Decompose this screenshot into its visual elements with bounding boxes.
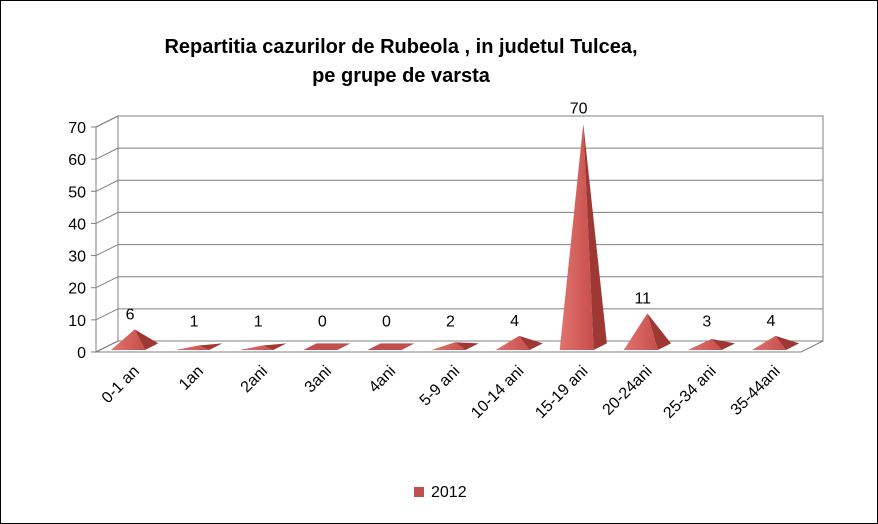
- y-tick-label: 20: [68, 281, 86, 298]
- legend-label: 2012: [431, 484, 467, 501]
- bar: [239, 343, 287, 350]
- bar: [303, 343, 351, 350]
- bar-front-face: [111, 329, 146, 350]
- bar-side-face: [583, 123, 607, 350]
- bar-side-face: [775, 335, 800, 350]
- x-tick-label: 3ani: [302, 363, 335, 396]
- x-tick-label: 5-9 ani: [417, 363, 464, 410]
- bar: [495, 335, 543, 350]
- y-tick-label: 40: [68, 216, 86, 233]
- x-tick-label: 4ani: [366, 363, 399, 396]
- bar-base: [367, 343, 415, 350]
- chart-title-line-1: Repartitia cazurilor de Rubeola , in jud…: [164, 36, 637, 58]
- data-label: 2: [446, 314, 455, 331]
- y-tick-label: 50: [68, 184, 86, 201]
- data-label: 4: [510, 313, 519, 330]
- y-tick-label: 30: [68, 249, 86, 266]
- bar-side-face: [455, 342, 479, 350]
- legend: 2012: [414, 484, 467, 501]
- x-tick-label: 35-44ani: [728, 363, 784, 419]
- data-label: 3: [702, 314, 711, 331]
- bar-side-face: [262, 343, 287, 350]
- x-tick-label: 2ani: [238, 363, 271, 396]
- data-label: 0: [318, 314, 327, 331]
- bar-side-face: [647, 313, 671, 350]
- bar-front-face: [623, 313, 658, 350]
- bar-front-face: [687, 339, 722, 350]
- data-label: 4: [767, 313, 776, 330]
- bar-side-face: [198, 343, 223, 350]
- y-tick-label: 70: [68, 120, 86, 137]
- x-tick-label: 10-14 ani: [468, 363, 527, 422]
- x-axis-ticks: 0-1 an 1an 2ani 3ani 4ani 5-9 ani 10-14 ani 15-…: [99, 363, 784, 422]
- bar-front-face: [175, 345, 210, 350]
- back-wall: [117, 115, 824, 342]
- data-label: 1: [190, 314, 199, 331]
- bar: [431, 342, 479, 350]
- gridline: [95, 115, 823, 128]
- y-tick-label: 0: [77, 345, 86, 362]
- data-label: 1: [254, 314, 263, 331]
- bar: [623, 313, 671, 350]
- bar-front-face: [239, 345, 274, 350]
- bar-side-face: [134, 329, 159, 350]
- bar: [687, 339, 736, 350]
- bar-base: [303, 343, 351, 350]
- bars: [111, 123, 800, 350]
- y-tick-label: 60: [68, 152, 86, 169]
- bar-front-face: [431, 342, 466, 350]
- data-label: 6: [126, 306, 135, 323]
- bar: [751, 335, 800, 350]
- bar-side-face: [519, 335, 543, 350]
- x-tick-label: 20-24ani: [600, 363, 656, 419]
- x-tick-label: 25-34 ani: [660, 363, 719, 422]
- bar-front-face: [495, 335, 530, 350]
- x-tick-label: 1an: [176, 363, 207, 394]
- data-label: 11: [634, 290, 651, 307]
- legend-swatch: [414, 487, 424, 497]
- y-axis-ticks: 0 10 20 30 40 50 60 70: [68, 120, 97, 362]
- x-tick-label: 15-19 ani: [532, 363, 591, 422]
- bar: [175, 343, 223, 350]
- side-wall: [95, 115, 119, 353]
- bar: [559, 123, 607, 350]
- data-label: 70: [570, 101, 588, 118]
- gridline: [95, 147, 823, 160]
- bar-front-face: [559, 123, 594, 350]
- plot-walls: [95, 115, 824, 353]
- chart-title-line-2: pe grupe de varsta: [312, 65, 491, 87]
- data-label: 0: [382, 314, 391, 331]
- bar: [367, 343, 415, 350]
- bar-side-face: [711, 339, 736, 350]
- y-tick-label: 10: [68, 313, 86, 330]
- x-tick-label: 0-1 an: [99, 363, 143, 407]
- bar: [111, 329, 159, 350]
- bar-front-face: [751, 335, 786, 350]
